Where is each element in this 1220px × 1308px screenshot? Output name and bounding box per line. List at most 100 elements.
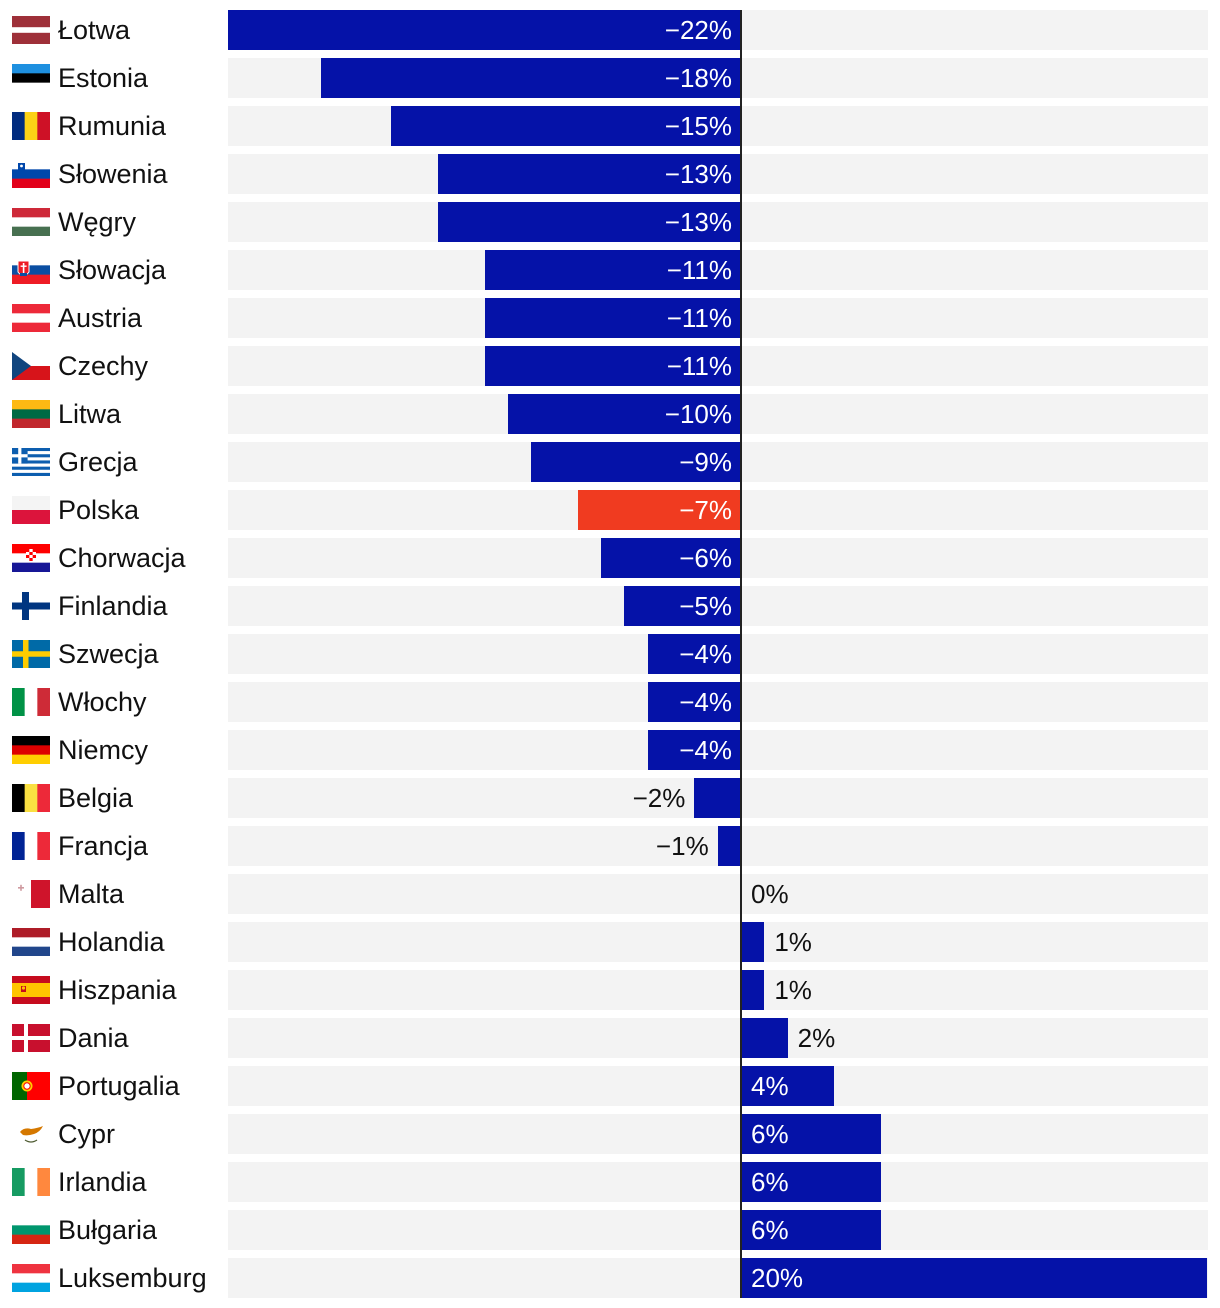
category-label: Cypr [58,1119,116,1149]
bar-row-chorwacja: Chorwacja −6% [0,538,1220,578]
flag-italy-icon [12,688,50,716]
value-label: −11% [666,255,732,285]
bar-row-wlochy: Włochy −4% [0,682,1220,722]
bar-finlandia [624,586,741,626]
value-label: −7% [679,495,732,525]
flag-poland-icon [12,496,50,524]
value-label: 1% [774,927,812,957]
bar-hiszpania [741,970,765,1010]
bar-row-dania: Dania 2% [0,1018,1220,1058]
category-label: Węgry [58,207,137,237]
value-label: −13% [664,207,732,237]
category-label: Malta [58,879,125,909]
flag-denmark-icon [12,1024,50,1052]
bar-track [228,1114,1208,1154]
category-label: Szwecja [58,639,159,669]
bar-row-czechy: Czechy −11% [0,346,1220,386]
value-label: −15% [664,111,732,141]
bar-row-belgia: Belgia −2% [0,778,1220,818]
value-label: 1% [774,975,812,1005]
flag-spain-icon [12,976,50,1004]
value-label: −13% [664,159,732,189]
bar-czechy [484,346,741,386]
bar-track [228,1210,1208,1250]
bar-row-rumunia: Rumunia −15% [0,106,1220,146]
category-label: Portugalia [58,1071,180,1101]
category-label: Holandia [58,927,165,957]
value-label: −18% [664,63,732,93]
value-label: −22% [664,15,732,45]
value-label: −1% [655,831,709,861]
value-label: 2% [797,1023,836,1053]
bar-row-finlandia: Finlandia −5% [0,586,1220,626]
flag-greece-icon [12,448,50,476]
bar-row-slowacja: Słowacja −11% [0,250,1220,290]
bar-lotwa [228,10,741,50]
category-label: Chorwacja [58,543,186,573]
bar-track [228,1066,1208,1106]
flag-luxembourg-icon [12,1264,50,1292]
value-label: 0% [751,879,789,909]
flag-france-icon [12,832,50,860]
flag-netherlands-icon [12,928,50,956]
flag-finland-icon [12,592,50,620]
bar-row-cypr: Cypr 6% [0,1114,1220,1154]
bar-row-bulgaria: Bułgaria 6% [0,1210,1220,1250]
bar-track [228,1018,1208,1058]
flag-cyprus-icon [12,1120,50,1148]
bar-row-lotwa: Łotwa −22% [0,10,1220,50]
value-label: 6% [751,1167,789,1197]
category-label: Belgia [58,783,134,813]
value-label: 20% [751,1263,804,1293]
category-label: Słowacja [58,255,167,285]
category-label: Finlandia [58,591,168,621]
bar-row-austria: Austria −11% [0,298,1220,338]
flag-belgium-icon [12,784,50,812]
bar-row-szwecja: Szwecja −4% [0,634,1220,674]
bar-row-slowenia: Słowenia −13% [0,154,1220,194]
bar-cypr [741,1114,881,1154]
value-label: −11% [666,303,732,333]
flag-croatia-icon [12,544,50,572]
bar-row-portugalia: Portugalia 4% [0,1066,1220,1106]
flag-lithuania-icon [12,400,50,428]
bar-row-malta: Malta 0% [0,874,1220,914]
bar-row-irlandia: Irlandia 6% [0,1162,1220,1202]
value-label: 4% [751,1071,789,1101]
bar-wlochy [647,682,741,722]
bar-track [228,922,1208,962]
category-label: Luksemburg [58,1263,207,1293]
flag-romania-icon [12,112,50,140]
bar-belgia [694,778,741,818]
flag-hungary-icon [12,208,50,236]
category-label: Litwa [58,399,122,429]
bar-portugalia [741,1066,835,1106]
bar-grecja [531,442,741,482]
category-label: Austria [58,303,143,333]
value-label: −9% [679,447,732,477]
zero-axis-line [740,10,742,1298]
category-label: Francja [58,831,149,861]
bar-row-francja: Francja −1% [0,826,1220,866]
bar-track [228,1162,1208,1202]
bar-slowacja [484,250,741,290]
flag-austria-icon [12,304,50,332]
category-label: Estonia [58,63,149,93]
category-label: Irlandia [58,1167,147,1197]
category-label: Hiszpania [58,975,177,1005]
bar-row-luksemburg: Luksemburg 20% [0,1258,1220,1298]
bar-austria [484,298,741,338]
category-label: Czechy [58,351,149,381]
bar-row-polska: Polska −7% [0,490,1220,530]
bar-row-holandia: Holandia 1% [0,922,1220,962]
value-label: −10% [664,399,732,429]
value-label: −4% [679,639,732,669]
category-label: Włochy [58,687,147,717]
bar-rumunia [391,106,741,146]
category-label: Grecja [58,447,138,477]
bar-holandia [741,922,765,962]
value-label: −5% [679,591,732,621]
flag-czechia-icon [12,352,50,380]
bar-chorwacja [601,538,741,578]
bar-estonia [321,58,741,98]
